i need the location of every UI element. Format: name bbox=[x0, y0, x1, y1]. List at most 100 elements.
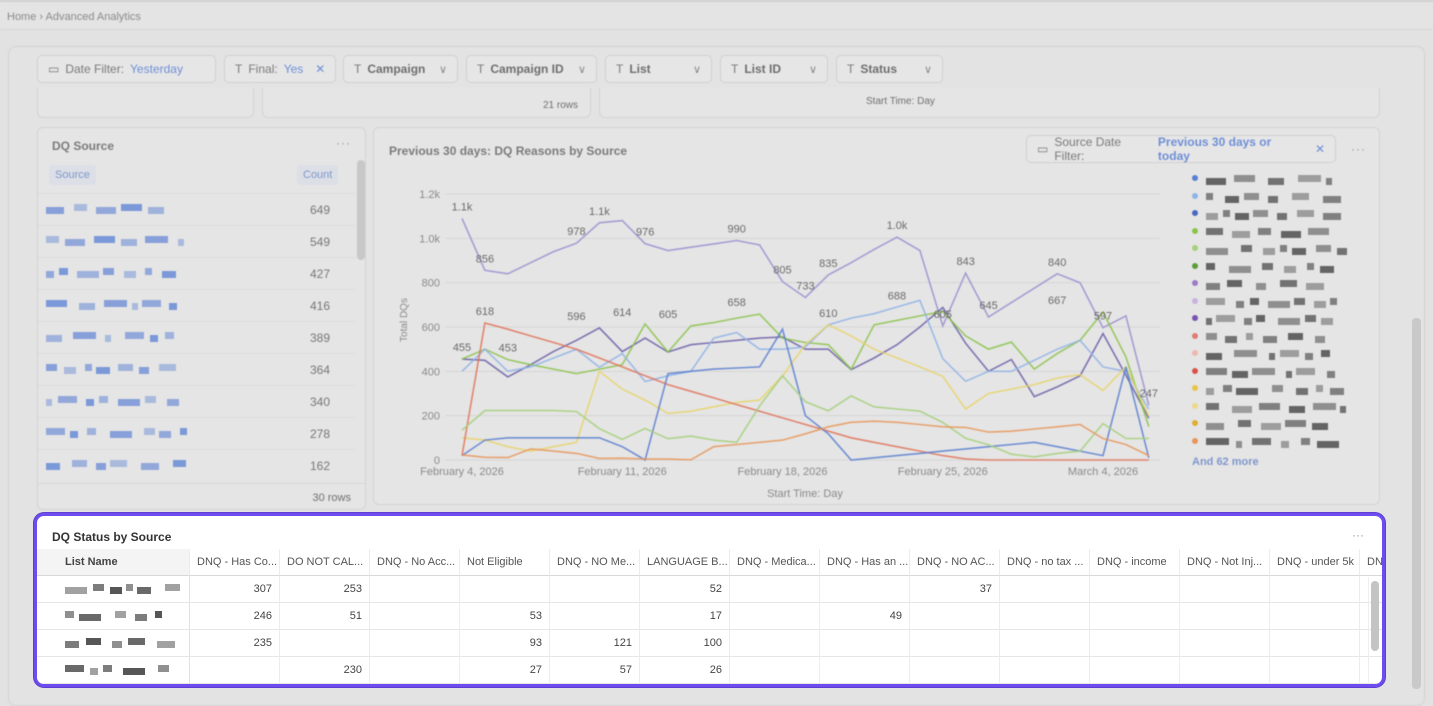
legend-item[interactable] bbox=[1192, 278, 1352, 290]
legend-color-dot bbox=[1192, 420, 1198, 426]
column-header[interactable]: DN bbox=[1360, 549, 1382, 576]
redacted-text bbox=[121, 204, 142, 211]
list-name-cell[interactable] bbox=[37, 603, 190, 630]
list-name-cell[interactable] bbox=[37, 576, 190, 603]
data-label: 645 bbox=[979, 300, 997, 312]
filter-campaign[interactable]: T Campaign ∨ bbox=[343, 55, 458, 83]
table-row[interactable]: 162 bbox=[38, 449, 356, 481]
more-options-icon[interactable]: ··· bbox=[1351, 142, 1366, 156]
redacted-text bbox=[46, 399, 52, 406]
table-row[interactable]: 427 bbox=[38, 257, 356, 289]
column-header[interactable]: DNQ - NO AC... bbox=[910, 549, 1000, 576]
filter-list[interactable]: T List ∨ bbox=[605, 55, 712, 83]
list-name-cell[interactable] bbox=[37, 657, 190, 684]
filter-date-filter[interactable]: ▭ Date Filter: Yesterday bbox=[37, 55, 216, 83]
breadcrumb-home[interactable]: Home bbox=[7, 11, 37, 23]
table-row[interactable]: 549 bbox=[38, 225, 356, 257]
legend-item[interactable] bbox=[1192, 418, 1352, 430]
legend-item[interactable] bbox=[1192, 366, 1352, 378]
filter-status[interactable]: T Status ∨ bbox=[836, 55, 943, 83]
data-label: 596 bbox=[567, 311, 585, 323]
column-header-count[interactable]: Count bbox=[297, 165, 339, 185]
data-label: 856 bbox=[476, 253, 494, 265]
more-options-icon[interactable]: ··· bbox=[336, 136, 351, 150]
redacted-text bbox=[1323, 213, 1341, 220]
table-row[interactable]: 340 bbox=[38, 385, 356, 417]
table-cell bbox=[1000, 603, 1090, 630]
column-header[interactable]: DNQ - NO Me... bbox=[550, 549, 640, 576]
table-cell bbox=[370, 657, 460, 684]
table-cell bbox=[1270, 657, 1360, 684]
redacted-text bbox=[144, 428, 155, 435]
redacted-text bbox=[1206, 423, 1224, 430]
table-row[interactable]: 416 bbox=[38, 289, 356, 321]
x-tick-label: February 11, 2026 bbox=[578, 466, 667, 478]
redacted-text bbox=[1313, 402, 1336, 410]
legend-item[interactable] bbox=[1192, 243, 1352, 255]
column-header[interactable]: Not Eligible bbox=[460, 549, 550, 576]
data-label: 1.1k bbox=[452, 201, 473, 213]
redacted-text bbox=[137, 587, 151, 594]
column-header[interactable]: DO NOT CAL... bbox=[280, 549, 370, 576]
data-label: 688 bbox=[888, 290, 906, 302]
table-cell bbox=[370, 576, 460, 603]
redacted-text bbox=[1206, 353, 1222, 360]
table-row[interactable]: 389 bbox=[38, 321, 356, 353]
table-cell bbox=[1180, 630, 1270, 657]
column-header[interactable]: DNQ - income bbox=[1090, 549, 1180, 576]
redacted-text bbox=[79, 303, 95, 310]
more-options-icon[interactable]: ··· bbox=[1352, 528, 1364, 542]
page-scrollbar[interactable] bbox=[1412, 318, 1421, 689]
table-cell bbox=[1270, 576, 1360, 603]
legend-more-link[interactable]: And 62 more bbox=[1192, 456, 1259, 468]
filter-list-id[interactable]: T List ID ∨ bbox=[720, 55, 828, 83]
column-header[interactable]: DNQ - Has an ... bbox=[820, 549, 910, 576]
table-scrollbar[interactable] bbox=[1368, 577, 1380, 684]
redacted-text bbox=[1236, 388, 1258, 395]
table-row[interactable]: 364 bbox=[38, 353, 356, 385]
chevron-down-icon: ∨ bbox=[577, 63, 586, 76]
column-header[interactable]: DNQ - under 5k bbox=[1270, 549, 1360, 576]
legend-item[interactable] bbox=[1192, 331, 1352, 343]
redacted-text bbox=[159, 364, 176, 371]
legend-item[interactable] bbox=[1192, 296, 1352, 308]
table-row[interactable]: 649 bbox=[38, 193, 356, 225]
column-header[interactable]: LANGUAGE B... bbox=[640, 549, 730, 576]
column-header-source[interactable]: Source bbox=[49, 165, 96, 185]
legend-item[interactable] bbox=[1192, 383, 1352, 395]
legend-item[interactable] bbox=[1192, 313, 1352, 325]
series-line-0 bbox=[461, 218, 1150, 406]
column-header[interactable]: DNQ - Medica... bbox=[730, 549, 820, 576]
clear-filter-icon[interactable]: ✕ bbox=[1314, 142, 1325, 156]
filter-final[interactable]: T Final: Yes ✕ bbox=[224, 55, 336, 83]
column-header[interactable]: DNQ - Not Inj... bbox=[1180, 549, 1270, 576]
table-row[interactable]: 278 bbox=[38, 417, 356, 449]
legend-item[interactable] bbox=[1192, 261, 1352, 273]
redacted-text bbox=[1281, 440, 1289, 448]
scrollbar[interactable] bbox=[357, 160, 365, 260]
redacted-text bbox=[1321, 318, 1333, 325]
column-header-list-name[interactable]: List Name bbox=[37, 549, 190, 576]
source-date-filter[interactable]: ▭ Source Date Filter: Previous 30 days o… bbox=[1026, 135, 1336, 163]
legend-item[interactable] bbox=[1192, 401, 1352, 413]
clear-filter-icon[interactable]: ✕ bbox=[315, 62, 326, 76]
scrollbar-thumb[interactable] bbox=[1371, 581, 1379, 651]
redacted-text bbox=[150, 335, 158, 342]
column-header[interactable]: DNQ - No Acc... bbox=[370, 549, 460, 576]
legend-item[interactable] bbox=[1192, 173, 1352, 185]
list-name-cell[interactable] bbox=[37, 630, 190, 657]
redacted-text bbox=[1326, 178, 1332, 185]
legend-item[interactable] bbox=[1192, 436, 1352, 448]
redacted-text bbox=[118, 399, 140, 406]
legend-item[interactable] bbox=[1192, 226, 1352, 238]
column-header[interactable]: DNQ - Has Co... bbox=[190, 549, 280, 576]
legend-item[interactable] bbox=[1192, 191, 1352, 203]
legend-color-dot bbox=[1192, 297, 1198, 304]
table-cell bbox=[910, 603, 1000, 630]
redacted-text bbox=[155, 611, 162, 618]
legend-item[interactable] bbox=[1192, 348, 1352, 360]
column-header[interactable]: DNQ - no tax ... bbox=[1000, 549, 1090, 576]
legend-item[interactable] bbox=[1192, 208, 1352, 220]
redacted-text bbox=[1234, 175, 1255, 182]
filter-campaign-id[interactable]: T Campaign ID ∨ bbox=[466, 55, 597, 83]
